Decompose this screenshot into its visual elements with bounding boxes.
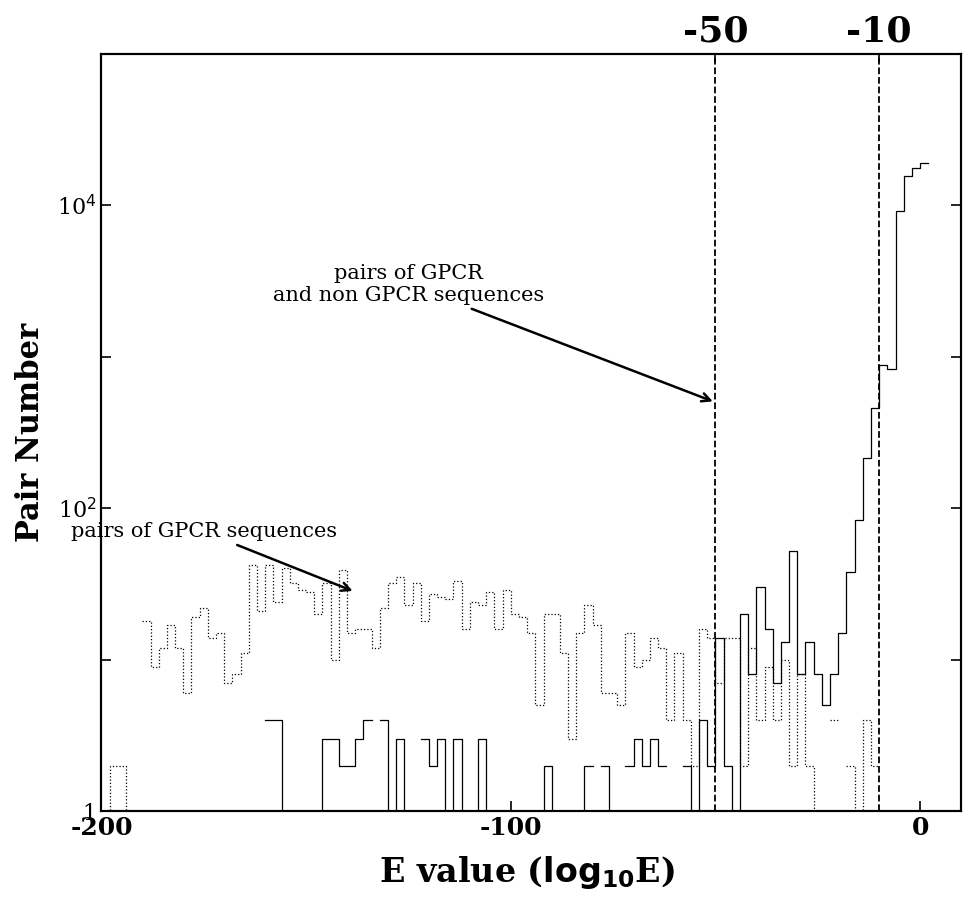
Text: pairs of GPCR
and non GPCR sequences: pairs of GPCR and non GPCR sequences [273,264,711,401]
Text: E value ($\mathbf{log_{10}}$E): E value ($\mathbf{log_{10}}$E) [379,854,675,891]
Y-axis label: Pair Number: Pair Number [15,323,46,542]
Text: pairs of GPCR sequences: pairs of GPCR sequences [70,522,350,590]
